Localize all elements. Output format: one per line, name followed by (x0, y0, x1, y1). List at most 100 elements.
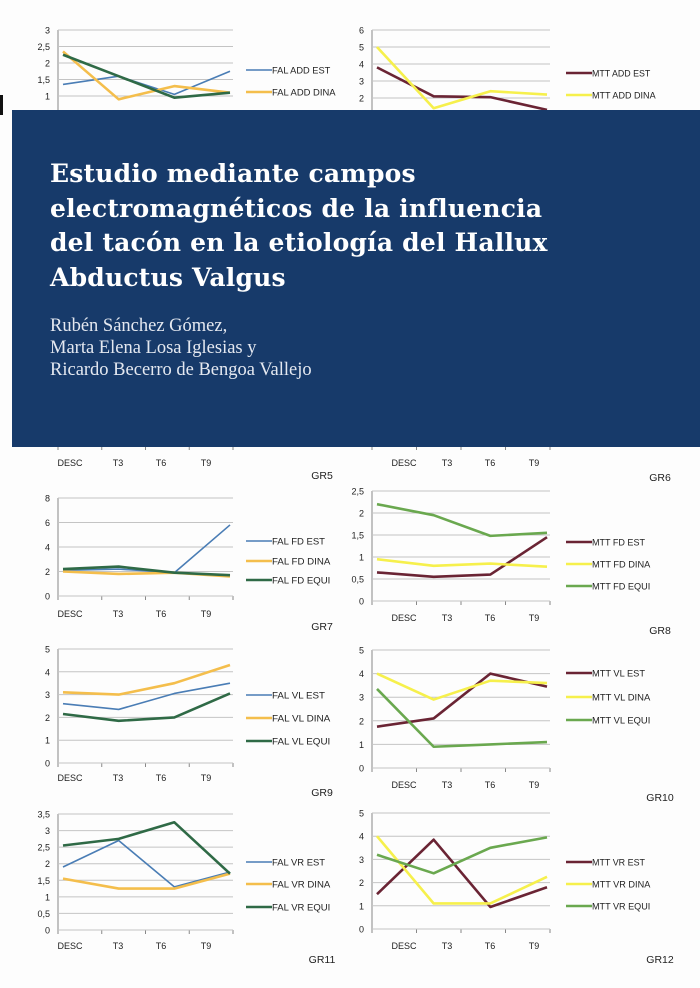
x-tick-label: T3 (113, 941, 124, 951)
x-tick-label: T3 (442, 780, 453, 790)
x-tick-label: DESC (57, 773, 83, 783)
title-line: electromagnéticos de la influencia (50, 193, 543, 223)
chart-gr7: 8 6 4 2 0 FAL FD EST FAL FD DINA FAL FD EQUI DES… (45, 494, 333, 634)
series-line (376, 536, 548, 579)
chart-label: GR8 (649, 625, 671, 637)
series-line (376, 688, 548, 749)
y-tick-label: 2 (45, 859, 50, 869)
x-tick-label: T3 (113, 773, 124, 783)
x-tick-label: T3 (442, 941, 453, 951)
legend-label: MTT VR DINA (592, 880, 650, 890)
y-tick-label: 2 (359, 716, 364, 726)
series-line (376, 836, 548, 875)
chart-label: GR11 (309, 954, 336, 966)
series-line (62, 682, 231, 711)
x-tick-label: T9 (529, 458, 540, 468)
y-tick-label: 1 (359, 553, 364, 563)
legend-label: MTT ADD DINA (592, 91, 656, 101)
y-tick-label: 1,5 (37, 75, 50, 85)
series-line (376, 502, 548, 538)
y-tick-label: 4 (45, 543, 50, 553)
x-tick-label: DESC (391, 941, 417, 951)
legend-label: MTT VL EQUI (592, 716, 650, 726)
y-tick-label: 1 (359, 740, 364, 750)
x-tick-label: T3 (113, 609, 124, 619)
chart-label: GR6 (649, 472, 671, 484)
y-tick-label: 3 (45, 690, 50, 700)
chart-gr1: 3 2,5 2 1,5 1 FAL ADD EST FAL ADD DINA (37, 26, 336, 133)
chart-gr5: DESC T3 T6 T9 GR5 (57, 445, 333, 482)
legend-label: MTT VL DINA (592, 693, 650, 703)
x-tick-label: T6 (485, 613, 496, 623)
series-line (376, 46, 548, 110)
y-tick-label: 4 (359, 832, 364, 842)
x-tick-label: T6 (156, 458, 167, 468)
x-tick-label: T6 (485, 780, 496, 790)
series-line (62, 565, 231, 577)
y-tick-label: 1 (45, 736, 50, 746)
authors: Rubén Sánchez Gómez, Marta Elena Losa Ig… (50, 315, 312, 381)
chart-label: GR10 (646, 792, 674, 804)
y-tick-label: 3,5 (37, 810, 50, 820)
series-line (62, 692, 231, 723)
legend-label: FAL VL EST (272, 691, 326, 701)
x-tick-label: T9 (529, 613, 540, 623)
legend-label: MTT FD EST (592, 538, 645, 548)
x-tick-label: T9 (201, 458, 212, 468)
x-tick-label: T9 (201, 773, 212, 783)
author: Rubén Sánchez Gómez, (50, 316, 228, 336)
y-tick-label: 2 (359, 509, 364, 519)
chart-label: GR5 (311, 470, 333, 482)
page-edge (0, 95, 3, 115)
series-line (62, 524, 231, 574)
x-tick-label: T9 (201, 941, 212, 951)
series-line (62, 53, 231, 99)
author: Ricardo Becerro de Bengoa Vallejo (50, 360, 312, 380)
legend-label: FAL VR EST (272, 858, 326, 868)
legend-label: FAL ADD DINA (272, 88, 336, 98)
x-tick-label: T3 (442, 458, 453, 468)
y-tick-label: 5 (45, 645, 50, 655)
chart-label: GR7 (311, 621, 333, 633)
x-tick-label: T9 (201, 609, 212, 619)
y-tick-label: 5 (359, 43, 364, 53)
chart-label: GR9 (311, 787, 333, 799)
y-tick-label: 2,5 (37, 42, 50, 52)
y-tick-label: 2,5 (351, 487, 364, 497)
legend-label: MTT VR EQUI (592, 902, 650, 912)
title-line: Abductus Valgus (50, 262, 286, 292)
series-line (62, 70, 231, 96)
y-tick-label: 0 (45, 759, 50, 769)
author: Marta Elena Losa Iglesias y (50, 338, 257, 358)
legend-label: FAL VR EQUI (272, 903, 330, 913)
y-tick-label: 3 (359, 855, 364, 865)
y-tick-label: 0 (359, 597, 364, 607)
y-tick-label: 1 (45, 892, 50, 902)
series-line (376, 66, 548, 112)
y-tick-label: 0 (359, 925, 364, 935)
series-line (376, 838, 548, 909)
legend-label: FAL VL EQUI (272, 737, 330, 747)
y-tick-label: 2 (359, 94, 364, 104)
chart-gr11: 3,5 3 2,5 2 1,5 1 0,5 0 FAL VR EST FAL VR DINA FAL… (37, 810, 335, 967)
x-tick-label: DESC (391, 780, 417, 790)
legend-label: MTT FD DINA (592, 560, 650, 570)
y-tick-label: 5 (359, 646, 364, 656)
y-tick-label: 2 (45, 59, 50, 69)
y-tick-label: 3 (45, 26, 50, 36)
series-line (376, 557, 548, 568)
series-line (376, 672, 548, 728)
title-line: del tacón en la etiología del Hallux (50, 228, 548, 257)
x-tick-label: T6 (156, 609, 167, 619)
chart-gr12: 5 4 3 2 1 0 MTT VR EST MTT VR DINA MTT VR EQUI DE… (359, 809, 674, 967)
title-band: Estudio mediante campos electromagnético… (12, 110, 700, 447)
x-tick-label: DESC (391, 613, 417, 623)
chart-gr8: 2,5 2 1,5 1 0,5 0 MTT FD EST MTT FD DINA MTT FD … (351, 487, 670, 638)
legend-label: FAL FD EST (272, 537, 326, 547)
y-tick-label: 2,5 (37, 843, 50, 853)
legend-label: FAL FD DINA (272, 557, 330, 567)
x-tick-label: T6 (156, 773, 167, 783)
x-tick-label: DESC (57, 458, 83, 468)
